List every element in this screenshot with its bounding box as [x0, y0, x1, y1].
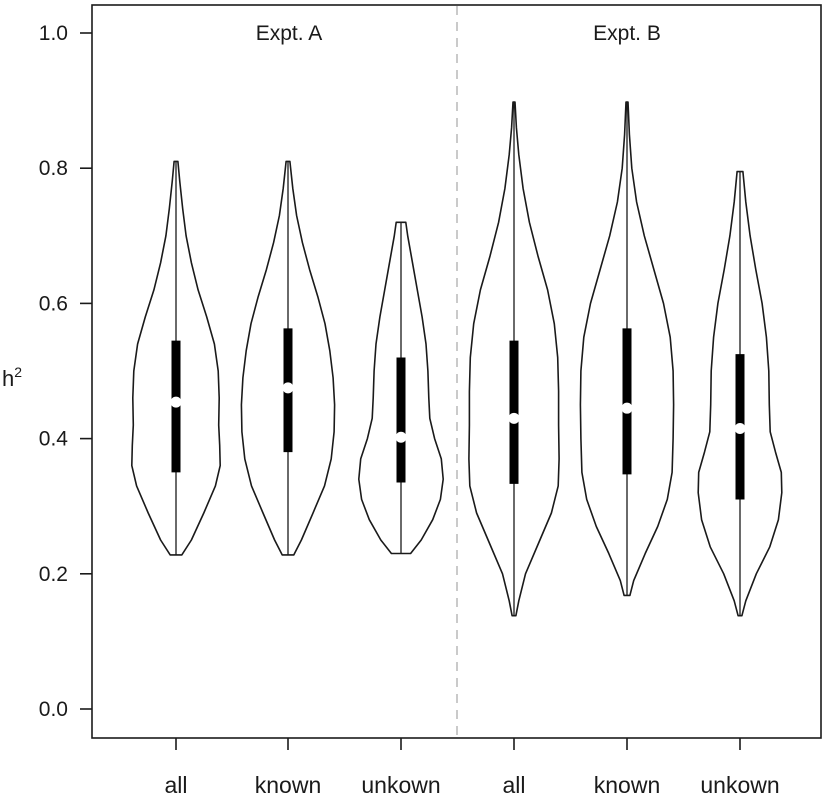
x-axis: all known unkown all known unkown: [164, 738, 780, 798]
violin-median-dot: [170, 396, 182, 408]
violin-median-dot: [282, 382, 294, 394]
y-axis-title: h2: [2, 364, 22, 391]
violin: [579, 101, 675, 597]
violin: [358, 221, 444, 555]
plot-frame: [91, 4, 822, 739]
panel-label: Expt. A: [256, 22, 323, 45]
x-category-label: all: [502, 772, 525, 798]
x-category-label: unkown: [700, 772, 779, 798]
panel-label: Expt. B: [593, 22, 661, 45]
x-category-label: all: [164, 772, 187, 798]
y-axis: 0.0 0.2 0.4 0.6 0.8 1.0: [39, 22, 92, 721]
violin-median-dot: [508, 412, 520, 424]
y-tick-label: 0.8: [39, 157, 68, 180]
violin-median-dot: [734, 422, 746, 434]
violin-outline: [468, 101, 560, 617]
violin: [131, 160, 221, 556]
violin: [240, 160, 336, 556]
violin-outline: [579, 101, 675, 597]
y-tick-label: 0.6: [39, 292, 68, 315]
violin-median-dot: [621, 402, 633, 414]
violin-outline: [697, 170, 783, 617]
violin-median-dot: [395, 431, 407, 443]
violin-outline: [358, 221, 444, 555]
y-axis-title-main: h: [2, 366, 14, 391]
violin-outline: [131, 160, 221, 556]
y-tick-label: 0.4: [39, 428, 69, 451]
panel-labels: Expt. A Expt. B: [256, 22, 661, 45]
y-tick-label: 0.0: [39, 698, 68, 721]
x-category-label: known: [255, 772, 321, 798]
x-category-label: known: [594, 772, 660, 798]
violins: [131, 101, 783, 617]
violin: [468, 101, 560, 617]
y-tick-label: 1.0: [39, 22, 68, 45]
x-category-label: unkown: [361, 772, 440, 798]
y-axis-title-superscript: 2: [14, 364, 22, 380]
y-tick-label: 0.2: [39, 563, 68, 586]
violin: [697, 170, 783, 617]
violin-outline: [240, 160, 336, 556]
